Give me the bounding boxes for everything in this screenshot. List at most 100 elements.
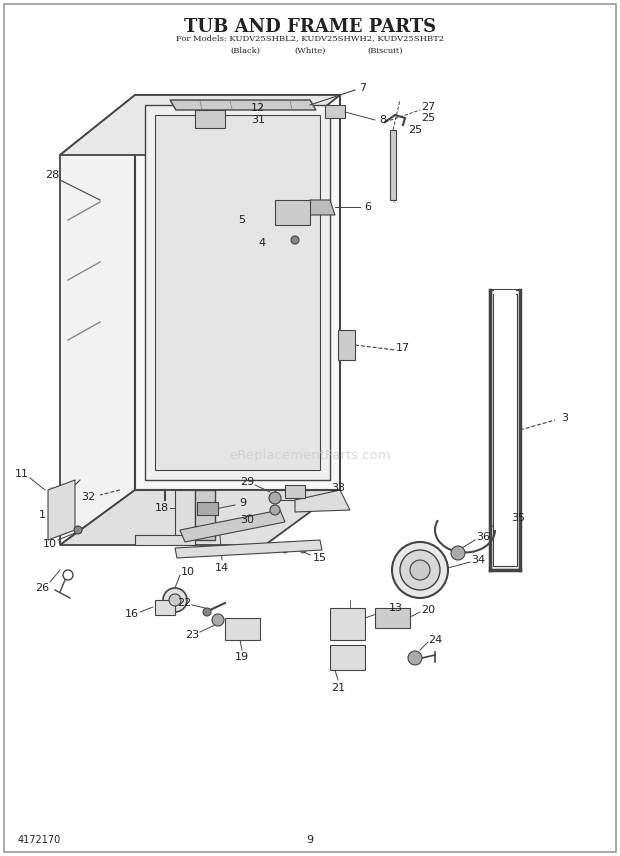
Polygon shape (494, 290, 516, 300)
Polygon shape (175, 490, 195, 545)
Text: eReplacementParts.com: eReplacementParts.com (229, 449, 391, 461)
Polygon shape (375, 608, 410, 628)
Polygon shape (330, 645, 365, 670)
Circle shape (246, 547, 252, 553)
Circle shape (288, 487, 296, 495)
Circle shape (400, 550, 440, 590)
Text: 1: 1 (38, 510, 45, 520)
Circle shape (335, 615, 345, 625)
Polygon shape (60, 95, 135, 545)
Circle shape (335, 628, 345, 638)
Text: 12: 12 (251, 103, 265, 113)
Circle shape (228, 547, 234, 553)
Text: 8: 8 (379, 115, 386, 125)
Polygon shape (170, 100, 316, 110)
Polygon shape (338, 330, 355, 360)
Text: 32: 32 (81, 492, 95, 502)
Text: (Black): (Black) (230, 47, 260, 55)
Circle shape (279, 204, 291, 216)
Text: TUB AND FRAME PARTS: TUB AND FRAME PARTS (184, 18, 436, 36)
Circle shape (264, 547, 270, 553)
Text: 36: 36 (476, 532, 490, 542)
Polygon shape (180, 510, 285, 542)
Text: (Biscuit): (Biscuit) (367, 47, 403, 55)
Circle shape (313, 203, 323, 213)
Text: 29: 29 (240, 477, 254, 487)
Text: 11: 11 (15, 469, 29, 479)
Circle shape (163, 588, 187, 612)
Circle shape (169, 594, 181, 606)
Circle shape (270, 505, 280, 515)
Circle shape (300, 547, 306, 553)
Text: 21: 21 (331, 683, 345, 693)
Polygon shape (295, 490, 350, 512)
Polygon shape (493, 294, 517, 566)
Circle shape (206, 112, 214, 120)
Polygon shape (135, 535, 195, 545)
Polygon shape (145, 105, 330, 480)
Circle shape (451, 546, 465, 560)
Polygon shape (48, 480, 75, 540)
Circle shape (246, 622, 254, 630)
Polygon shape (155, 115, 320, 470)
Circle shape (291, 236, 299, 244)
Polygon shape (135, 95, 340, 490)
Text: 15: 15 (313, 553, 327, 563)
Text: 27: 27 (421, 102, 435, 112)
Text: 9: 9 (306, 835, 314, 845)
Text: 24: 24 (428, 635, 442, 645)
Text: 14: 14 (215, 563, 229, 573)
Text: 17: 17 (396, 343, 410, 353)
Text: 25: 25 (408, 125, 422, 135)
Circle shape (410, 560, 430, 580)
Text: 28: 28 (45, 170, 59, 180)
Polygon shape (197, 502, 218, 515)
Polygon shape (390, 130, 396, 200)
Text: 19: 19 (235, 652, 249, 662)
Text: (White): (White) (294, 47, 326, 55)
Text: 9: 9 (239, 498, 247, 508)
Circle shape (231, 622, 239, 630)
Polygon shape (325, 105, 345, 118)
Circle shape (205, 523, 215, 533)
Polygon shape (225, 618, 260, 640)
Circle shape (192, 547, 198, 553)
Text: 23: 23 (185, 630, 199, 640)
Text: 35: 35 (511, 513, 525, 523)
Text: 34: 34 (471, 555, 485, 565)
Text: 16: 16 (125, 609, 139, 619)
Text: 33: 33 (331, 483, 345, 493)
Circle shape (295, 205, 305, 215)
Text: 30: 30 (240, 515, 254, 525)
Circle shape (212, 614, 224, 626)
Text: 18: 18 (155, 503, 169, 513)
Polygon shape (310, 200, 335, 215)
Circle shape (408, 651, 422, 665)
Circle shape (341, 333, 351, 343)
Text: 22: 22 (177, 598, 191, 608)
Circle shape (321, 204, 329, 212)
Polygon shape (60, 490, 340, 545)
Circle shape (385, 613, 395, 623)
Text: 5: 5 (239, 215, 246, 225)
Polygon shape (155, 600, 175, 615)
Text: 7: 7 (360, 83, 366, 93)
Circle shape (74, 526, 82, 534)
Text: 3: 3 (562, 413, 569, 423)
Circle shape (392, 542, 448, 598)
Circle shape (286, 214, 294, 222)
Text: 4: 4 (259, 238, 265, 248)
Polygon shape (275, 490, 340, 500)
Text: 10: 10 (43, 539, 57, 549)
Text: 4172170: 4172170 (18, 835, 61, 845)
Circle shape (210, 547, 216, 553)
Text: 31: 31 (251, 115, 265, 125)
Polygon shape (285, 485, 305, 498)
Polygon shape (60, 95, 340, 155)
Polygon shape (275, 200, 310, 225)
Polygon shape (195, 490, 215, 540)
Circle shape (245, 515, 255, 525)
Polygon shape (175, 540, 322, 558)
Text: For Models: KUDV25SHBL2, KUDV25SHWH2, KUDV25SHBT2: For Models: KUDV25SHBL2, KUDV25SHWH2, KU… (176, 34, 444, 42)
Circle shape (203, 608, 211, 616)
